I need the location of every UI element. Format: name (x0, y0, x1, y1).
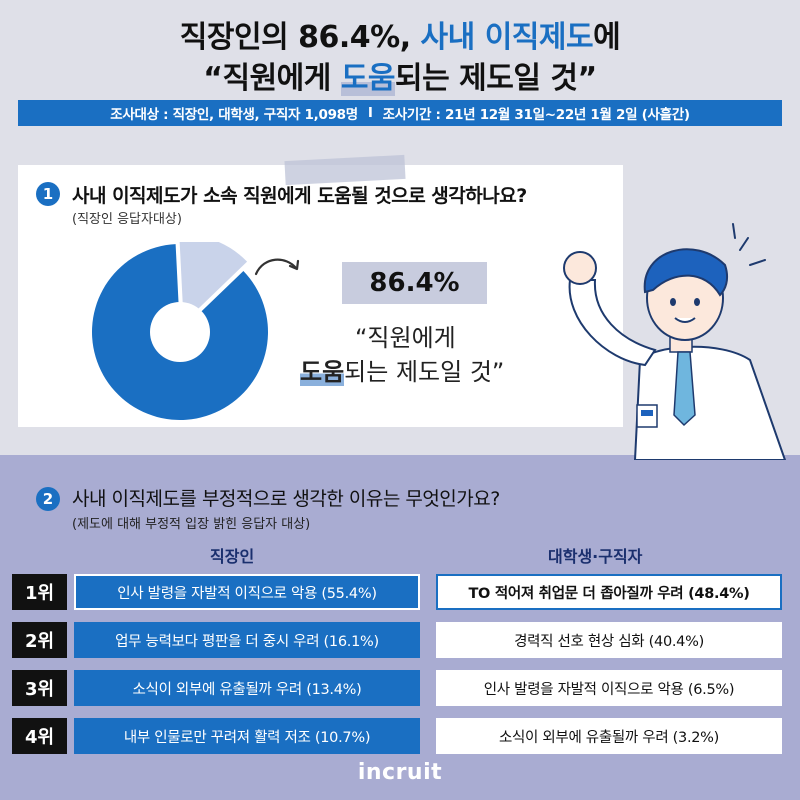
student-reason-cell: 소식이 외부에 유출될까 우려 (3.2%) (436, 718, 782, 754)
survey-info-bar: 조사대상 : 직장인, 대학생, 구직자 1,098명 I 조사기간 : 21년… (18, 100, 782, 126)
quote-line1: “직원에게 (355, 324, 456, 352)
title-text: 직장인의 86.4%, (179, 20, 421, 55)
worker-reason-cell: 내부 인물로만 꾸려져 활력 저조 (10.7%) (74, 718, 420, 754)
title2-text-post: 되는 제도일 것” (395, 61, 597, 96)
page-title-line2: “직원에게 도움되는 제도일 것” (0, 53, 800, 97)
column-header-workers: 직장인 (210, 547, 255, 566)
incruit-logo: incruit (357, 760, 443, 785)
cheering-man-illustration (563, 223, 787, 460)
curved-arrow-icon (254, 258, 300, 276)
donut-hole (150, 302, 210, 362)
rank-label: 3위 (12, 670, 67, 706)
question2-text: 사내 이직제도를 부정적으로 생각한 이유는 무엇인가요? (72, 488, 500, 510)
survey-target: 조사대상 : 직장인, 대학생, 구직자 1,098명 (110, 107, 358, 123)
page-title-line1: 직장인의 86.4%, 사내 이직제도에 (0, 12, 800, 56)
title-highlight: 사내 이직제도 (420, 20, 594, 55)
survey-period: 조사기간 : 21년 12월 31일~22년 1월 2일 (사흘간) (382, 107, 690, 123)
title-text-post: 에 (593, 20, 621, 55)
column-header-students-jobseekers: 대학생·구직자 (548, 547, 643, 566)
student-reason-cell: 인사 발령을 자발적 이직으로 악용 (6.5%) (436, 670, 782, 706)
quote-highlight: 도움 (300, 358, 345, 386)
percent-highlight: 86.4% (342, 262, 487, 304)
question2-number-badge: 2 (36, 487, 60, 511)
quote-line2: 도움되는 제도일 것” (300, 352, 504, 387)
survey-separator: I (367, 105, 373, 121)
question2-subtext: (제도에 대해 부정적 입장 밝힌 응답자 대상) (72, 517, 311, 532)
rank-label: 1위 (12, 574, 67, 610)
quote-line2-rest: 되는 제도일 것” (344, 358, 505, 386)
student-reason-cell: 경력직 선호 현상 심화 (40.4%) (436, 622, 782, 658)
question1-number-badge: 1 (36, 182, 60, 206)
title2-highlight: 도움 (340, 61, 396, 96)
worker-reason-cell: 인사 발령을 자발적 이직으로 악용 (55.4%) (74, 574, 420, 610)
donut-slice-2 (179, 242, 248, 323)
donut-chart (92, 242, 268, 420)
question1-text: 사내 이직제도가 소속 직원에게 도움될 것으로 생각하나요? (72, 185, 527, 207)
question1-subtext: (직장인 응답자대상) (72, 212, 182, 227)
rank-label: 2위 (12, 622, 67, 658)
title2-text: “직원에게 (203, 61, 341, 96)
student-reason-cell: TO 적어져 취업문 더 좁아질까 우려 (48.4%) (436, 574, 782, 610)
worker-reason-cell: 소식이 외부에 유출될까 우려 (13.4%) (74, 670, 420, 706)
worker-reason-cell: 업무 능력보다 평판을 더 중시 우려 (16.1%) (74, 622, 420, 658)
rank-label: 4위 (12, 718, 67, 754)
